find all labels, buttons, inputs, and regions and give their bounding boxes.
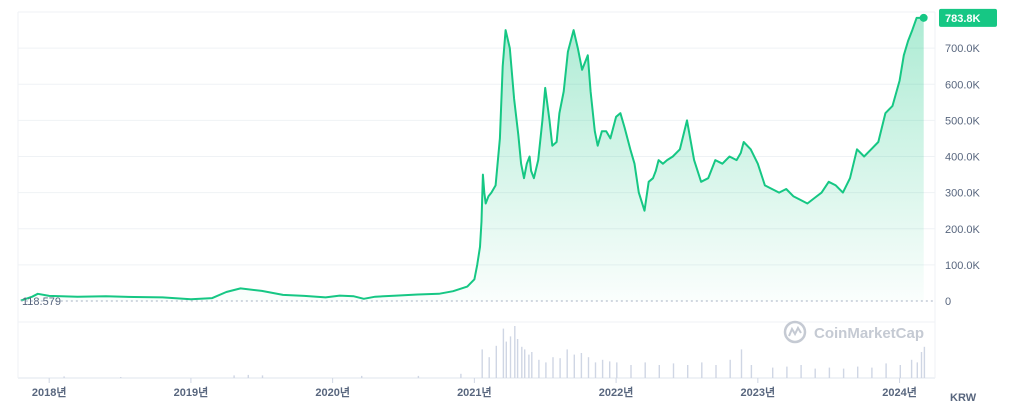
y-tick-label-2: 200.0K <box>945 224 981 236</box>
y-tick-label-1: 100.0K <box>945 260 981 272</box>
volume-bar <box>920 352 923 378</box>
x-tick-label-4: 2022년 <box>599 385 634 399</box>
last-price-label: 783.8K <box>945 13 981 25</box>
volume-bar <box>524 349 526 378</box>
volume-bar <box>594 362 597 378</box>
volume-bar <box>566 349 568 378</box>
volume-bar <box>559 358 561 378</box>
volume-bar <box>573 354 575 378</box>
volume-bar <box>658 365 660 378</box>
volume-bar <box>601 359 604 378</box>
volume-bar <box>521 346 523 378</box>
volume-bar <box>417 375 420 378</box>
volume-bar <box>481 349 483 378</box>
volume-bar <box>916 362 918 378</box>
last-price-dot <box>919 13 928 22</box>
y-axis: 0 100.0K 200.0K 300.0K 400.0K 500.0K 600.0K 700… <box>945 43 981 308</box>
volume-bar <box>842 368 845 378</box>
y-tick-label-7: 700.0K <box>945 43 981 55</box>
x-tick-label-6: 2024년 <box>882 385 917 399</box>
volume-bar <box>505 341 507 378</box>
volume-bar <box>672 363 675 378</box>
x-tick-label-3: 2021년 <box>457 385 492 399</box>
volume-bar <box>509 336 512 378</box>
volume-bar <box>910 359 913 378</box>
volume-bar <box>814 368 816 378</box>
volume-bar <box>587 357 590 378</box>
last-price-badge: 783.8K <box>939 8 997 27</box>
volume-bar <box>871 367 873 378</box>
volume-bar <box>233 375 235 378</box>
x-tick-label-1: 2019년 <box>174 385 209 399</box>
volume-bar <box>687 365 689 378</box>
volume-bar <box>630 365 632 378</box>
start-price-label: 118.579 <box>22 296 61 308</box>
price-line <box>20 16 924 302</box>
volume-bar <box>531 352 533 378</box>
volume-bar <box>545 362 547 378</box>
volume-bar <box>740 349 743 378</box>
volume-bar <box>552 357 554 378</box>
watermark-text: CoinMarketCap <box>814 325 924 342</box>
volume-bar <box>63 376 65 378</box>
x-tick-label-0: 2018년 <box>32 385 67 399</box>
y-tick-label-0: 0 <box>945 296 951 308</box>
volume-bar <box>528 354 530 378</box>
volume-bar <box>460 373 462 378</box>
y-tick-label-6: 600.0K <box>945 79 981 91</box>
volume-bar <box>516 339 519 378</box>
volume-bar <box>828 367 831 378</box>
volume-bar <box>261 375 264 378</box>
volume-bar <box>120 377 122 378</box>
volume-bar <box>580 353 583 378</box>
x-axis: 2018년 2019년 2020년 2021년 2022년 2023년 2024년 <box>32 378 917 399</box>
watermark: CoinMarketCap <box>783 320 924 344</box>
volume-bar <box>538 359 540 378</box>
grid-lines <box>17 11 936 379</box>
volume-bar <box>715 365 717 378</box>
volume-bar <box>899 365 901 378</box>
volume-bar <box>857 366 859 378</box>
volume-bars <box>63 326 926 378</box>
volume-bar <box>502 328 505 378</box>
x-tick-label-5: 2023년 <box>741 385 776 399</box>
y-tick-label-5: 500.0K <box>945 115 981 127</box>
volume-bar <box>786 366 788 378</box>
volume-bar <box>488 357 490 378</box>
volume-bar <box>800 365 802 378</box>
y-tick-label-3: 300.0K <box>945 188 981 200</box>
volume-bar <box>750 365 753 378</box>
x-tick-label-2: 2020년 <box>315 385 350 399</box>
volume-bar <box>923 346 926 378</box>
volume-bar <box>772 367 774 378</box>
volume-bar <box>885 363 887 378</box>
coinmarketcap-logo-icon <box>783 320 807 344</box>
price-area <box>20 17 924 302</box>
volume-bar <box>514 326 516 378</box>
volume-bar <box>495 345 497 378</box>
volume-bar <box>701 362 703 378</box>
volume-bar <box>616 362 618 378</box>
volume-bar <box>729 359 731 378</box>
volume-bar <box>609 361 611 378</box>
volume-bar <box>247 374 249 378</box>
y-tick-label-4: 400.0K <box>945 152 981 164</box>
volume-bar <box>644 362 646 378</box>
currency-label: KRW <box>950 392 977 404</box>
volume-bar <box>361 375 363 378</box>
